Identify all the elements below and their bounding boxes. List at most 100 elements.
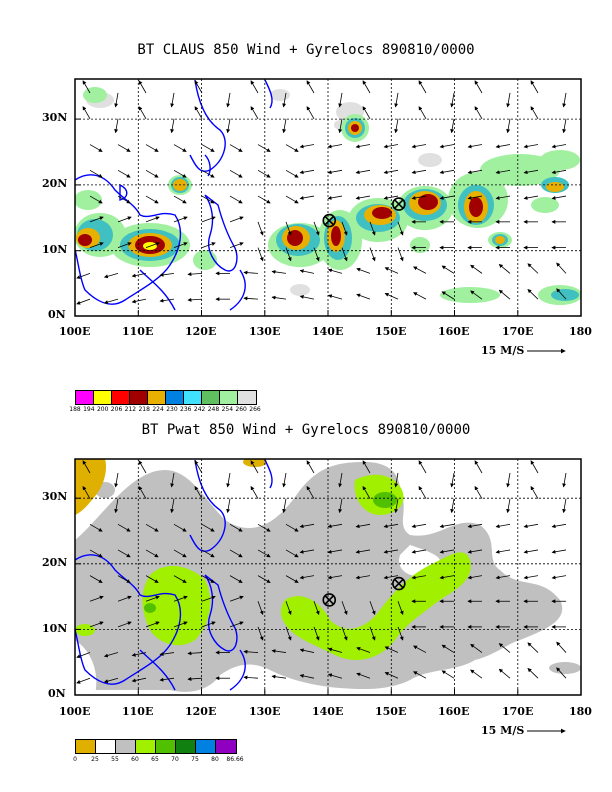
wind-vector-arrow bbox=[89, 595, 104, 602]
wind-vector-arrow bbox=[271, 649, 287, 654]
wind-vector-arrow bbox=[562, 92, 567, 108]
wind-vector-arrow bbox=[194, 460, 203, 474]
x-tick-label: 170E bbox=[502, 325, 534, 338]
wind-vector-arrow bbox=[194, 80, 203, 94]
wind-vector-arrow bbox=[145, 144, 159, 152]
wind-vector-arrow bbox=[313, 601, 320, 616]
wind-vector-arrow bbox=[439, 144, 455, 149]
wind-vector-arrow bbox=[523, 169, 539, 175]
y-tick-label: 0N bbox=[48, 687, 66, 700]
wind-vector-arrow bbox=[89, 523, 103, 532]
wind-vector-arrow bbox=[418, 460, 427, 474]
wind-vector-arrow bbox=[397, 221, 404, 236]
wind-vector-arrow bbox=[285, 523, 299, 532]
x-tick-label: 160E bbox=[438, 705, 470, 718]
wind-vector-arrow bbox=[562, 118, 567, 134]
wind-vector-arrow bbox=[243, 296, 259, 301]
wind-vector-arrow bbox=[527, 263, 539, 274]
wind-vector-arrow bbox=[327, 647, 343, 653]
x-tick-label: 180 bbox=[569, 325, 592, 338]
wind-vector-arrow bbox=[495, 575, 511, 580]
wind-vector-arrow bbox=[356, 293, 371, 300]
wind-vector-arrow bbox=[170, 472, 175, 488]
legend-tick-label: 254 bbox=[221, 406, 234, 413]
wind-vector-arrow bbox=[470, 290, 483, 300]
wind-vector-arrow bbox=[173, 595, 188, 602]
wind-vector-arrow bbox=[495, 195, 511, 200]
wind-vector-arrow bbox=[138, 460, 147, 474]
wind-vector-arrow bbox=[341, 221, 348, 236]
wind-vector-arrow bbox=[145, 621, 160, 628]
wind-vector-arrow bbox=[103, 677, 119, 684]
wind-vector-arrow bbox=[145, 169, 159, 178]
wind-vector-arrow bbox=[369, 221, 376, 236]
wind-vector-arrow bbox=[411, 549, 427, 554]
claus-gyre-markers bbox=[322, 197, 406, 228]
wind-vector-arrow bbox=[138, 485, 147, 499]
wind-vector-arrow bbox=[82, 106, 91, 119]
wind-vector-arrow bbox=[89, 621, 104, 628]
wind-vector-arrow bbox=[201, 549, 215, 558]
legend-tick-label: 188 bbox=[69, 406, 81, 413]
wind-vector-arrow bbox=[173, 144, 187, 152]
legend-tick-label: 260 bbox=[235, 406, 247, 413]
wind-vector-arrow bbox=[201, 575, 215, 583]
wind-vector-arrow bbox=[450, 92, 455, 108]
x-tick-label: 170E bbox=[502, 705, 534, 718]
wind-vector-arrow bbox=[76, 273, 91, 279]
wind-vector-arrow bbox=[474, 485, 483, 499]
wind-vector-arrow bbox=[173, 523, 187, 532]
wind-vector-arrow bbox=[362, 106, 371, 119]
wind-vector-arrow bbox=[439, 169, 455, 175]
wind-vector-arrow bbox=[170, 118, 175, 134]
legend-tick-label: 70 bbox=[171, 756, 179, 763]
wind-vector-arrow bbox=[117, 575, 131, 583]
wind-vector-arrow bbox=[327, 549, 343, 554]
legend-swatch bbox=[136, 740, 156, 753]
wind-vector-arrow bbox=[201, 595, 216, 602]
wind-vector-arrow bbox=[82, 460, 91, 474]
legend-swatch bbox=[112, 391, 130, 404]
wind-vector-arrow bbox=[226, 498, 231, 514]
wind-vector-arrow bbox=[271, 269, 287, 274]
wind-vector-arrow bbox=[498, 263, 511, 274]
wind-vector-arrow bbox=[411, 144, 427, 149]
wind-vector-arrow bbox=[285, 601, 292, 616]
legend-tick-label: 242 bbox=[193, 406, 206, 413]
wind-vector-arrow bbox=[89, 549, 103, 558]
wind-vector-arrow bbox=[467, 549, 483, 554]
wind-vector-arrow bbox=[159, 272, 175, 277]
wind-vector-arrow bbox=[495, 169, 511, 175]
pwat-gyre-markers bbox=[322, 576, 406, 607]
wind-vector-arrow bbox=[131, 677, 147, 683]
wind-vector-arrow bbox=[355, 575, 371, 580]
wind-vector-arrow bbox=[384, 292, 399, 300]
claus-vector-scale-label: 15 M/S bbox=[481, 344, 525, 357]
x-tick-label: 150E bbox=[375, 705, 407, 718]
wind-vector-arrow bbox=[530, 460, 539, 474]
wind-vector-arrow bbox=[470, 669, 483, 679]
wind-vector-arrow bbox=[114, 498, 119, 514]
wind-vector-arrow bbox=[369, 626, 376, 641]
wind-vector-arrow bbox=[282, 118, 287, 134]
wind-vector-arrow bbox=[117, 144, 131, 152]
wind-vector-arrow bbox=[299, 144, 315, 149]
wind-vector-arrow bbox=[201, 621, 216, 628]
y-tick-label: 10N bbox=[42, 622, 68, 635]
wind-vector-arrow bbox=[285, 575, 299, 583]
wind-vector-arrow bbox=[299, 294, 315, 300]
wind-vector-arrow bbox=[285, 144, 299, 152]
wind-vector-arrow bbox=[394, 118, 399, 134]
legend-tick-label: 60 bbox=[131, 756, 139, 763]
wind-vector-arrow bbox=[159, 298, 175, 303]
wind-vector-arrow bbox=[243, 270, 259, 275]
wind-vector-arrow bbox=[418, 80, 427, 94]
wind-vector-arrow bbox=[313, 247, 320, 262]
x-tick-label: 160E bbox=[438, 325, 470, 338]
wind-vector-arrow bbox=[306, 80, 315, 94]
wind-vector-arrow bbox=[530, 485, 539, 499]
wind-vector-arrow bbox=[257, 221, 264, 236]
wind-vector-arrow bbox=[439, 195, 455, 200]
wind-vector-arrow bbox=[355, 169, 371, 175]
wind-vector-arrow bbox=[173, 621, 188, 628]
